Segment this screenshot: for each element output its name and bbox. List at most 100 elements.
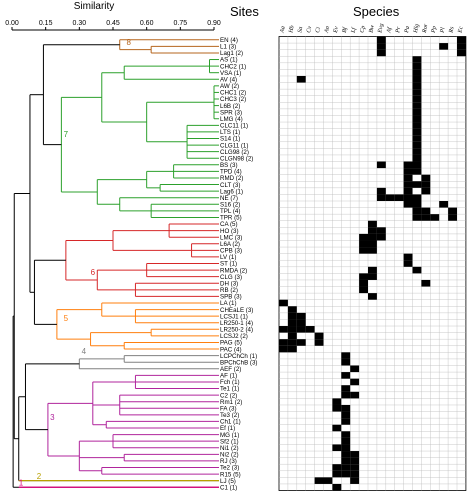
presence-cell bbox=[359, 233, 368, 241]
presence-cell bbox=[341, 358, 351, 366]
presence-cell bbox=[368, 266, 377, 274]
site-label: AF (1) bbox=[220, 373, 237, 380]
presence-cell bbox=[376, 43, 386, 50]
site-label: L6B (2) bbox=[220, 103, 240, 110]
presence-cell bbox=[350, 378, 360, 386]
species-label: An bbox=[324, 26, 331, 35]
presence-cell bbox=[412, 194, 422, 201]
site-label: Te2 (3) bbox=[220, 465, 239, 472]
site-label: CLG98 (2) bbox=[220, 149, 249, 156]
presence-cell bbox=[394, 194, 404, 201]
presence-cell bbox=[341, 457, 351, 465]
presence-cell bbox=[412, 56, 422, 63]
presence-cell bbox=[350, 451, 360, 458]
presence-cell bbox=[376, 187, 386, 195]
site-label: AS (1) bbox=[220, 57, 238, 64]
presence-cell bbox=[287, 312, 297, 320]
presence-cell bbox=[412, 75, 422, 83]
presence-grid bbox=[278, 36, 467, 491]
presence-cell bbox=[350, 391, 360, 399]
site-label: HO (3) bbox=[220, 228, 239, 235]
site-label: Te1 (1) bbox=[220, 386, 239, 393]
presence-cell bbox=[359, 247, 368, 254]
similarity-axis: 0.00 0.15 0.30 0.45 0.60 0.75 0.90 bbox=[5, 20, 221, 31]
site-label: Lag1 (2) bbox=[220, 50, 243, 57]
species-label: Bw bbox=[369, 25, 376, 34]
axis-tick-label: 0.00 bbox=[5, 20, 19, 27]
site-label: L1 (3) bbox=[220, 44, 236, 51]
presence-cell bbox=[341, 451, 351, 458]
presence-cell bbox=[296, 319, 306, 327]
site-label: PAC (4) bbox=[220, 346, 242, 353]
presence-cell bbox=[279, 345, 288, 353]
presence-cell bbox=[359, 279, 368, 287]
cluster-label: 3 bbox=[50, 413, 55, 422]
presence-cell bbox=[421, 187, 431, 195]
site-label: Fch (1) bbox=[220, 379, 240, 386]
site-label: LMG (4) bbox=[220, 116, 243, 123]
site-label: LCSJ1 (1) bbox=[220, 313, 248, 320]
presence-cell bbox=[412, 148, 422, 155]
site-label: Sf2 (1) bbox=[220, 438, 239, 445]
presence-cell bbox=[287, 339, 297, 346]
presence-cell bbox=[332, 470, 342, 478]
site-label: TPD (4) bbox=[220, 169, 242, 176]
site-label: S16 (2) bbox=[220, 201, 240, 208]
presence-cell bbox=[332, 464, 342, 471]
presence-cell bbox=[412, 102, 422, 109]
presence-cell bbox=[287, 319, 297, 327]
species-label: Pr bbox=[395, 26, 402, 35]
presence-cell bbox=[376, 49, 386, 57]
site-label: BS (3) bbox=[220, 162, 238, 169]
presence-cell bbox=[341, 411, 351, 419]
species-label: Hlg bbox=[413, 23, 421, 34]
site-label: LCSJ2 (2) bbox=[220, 333, 248, 340]
presence-cell bbox=[359, 273, 368, 280]
presence-cell bbox=[368, 227, 377, 234]
site-label: RB (2) bbox=[220, 287, 238, 294]
site-label: BPChChB (3) bbox=[220, 359, 257, 366]
site-label: DH (3) bbox=[220, 280, 238, 287]
site-label: LMC (3) bbox=[220, 234, 242, 241]
site-label: C1 (1) bbox=[220, 484, 237, 491]
site-label: Lag6 (1) bbox=[220, 188, 243, 195]
species-label: Sa bbox=[297, 26, 304, 33]
presence-cell bbox=[279, 299, 288, 307]
site-label: S14 (1) bbox=[220, 136, 240, 143]
site-label: EN (4) bbox=[220, 37, 238, 44]
presence-cell bbox=[403, 201, 413, 208]
grid-frame bbox=[278, 36, 467, 491]
presence-cell bbox=[412, 161, 422, 169]
species-label: Hb bbox=[288, 25, 295, 34]
presence-cell bbox=[341, 391, 351, 399]
species-label: Ec bbox=[457, 26, 464, 35]
site-label: LTS (1) bbox=[220, 129, 240, 136]
site-label: Rm1 (2) bbox=[220, 399, 242, 406]
presence-cell bbox=[368, 247, 377, 254]
species-label: Ror bbox=[422, 23, 430, 35]
site-label: AW (2) bbox=[220, 83, 239, 90]
similarity-axis-title: Similarity bbox=[74, 1, 115, 12]
presence-cell bbox=[314, 339, 324, 346]
presence-cell bbox=[332, 404, 342, 412]
presence-cell bbox=[403, 187, 413, 195]
species-labels: Aa Hb Sa Cv Ci An Ev Bf Lf Cp Bw Evg Af Pr Pa Hlg Ror Pp P… bbox=[279, 23, 464, 35]
species-label: Af bbox=[385, 26, 393, 35]
species-label: Cp bbox=[360, 25, 367, 33]
species-label: Bf bbox=[341, 26, 349, 34]
presence-cell bbox=[421, 174, 431, 182]
presence-cell bbox=[341, 418, 351, 425]
cluster-label: 6 bbox=[91, 268, 96, 277]
site-label: R15 (5) bbox=[220, 471, 241, 478]
site-label: TPL (4) bbox=[220, 208, 240, 215]
site-label: CHC2 (1) bbox=[220, 63, 246, 70]
presence-cell bbox=[341, 437, 351, 445]
presence-cell bbox=[287, 345, 297, 353]
site-label: TPR (5) bbox=[220, 215, 242, 222]
presence-cell bbox=[448, 214, 457, 221]
presence-cell bbox=[412, 154, 422, 162]
site-label: LJ (5) bbox=[220, 478, 236, 485]
cluster-label: 4 bbox=[82, 347, 87, 356]
presence-cell bbox=[359, 286, 368, 294]
site-label: Ni2 (2) bbox=[220, 452, 239, 459]
